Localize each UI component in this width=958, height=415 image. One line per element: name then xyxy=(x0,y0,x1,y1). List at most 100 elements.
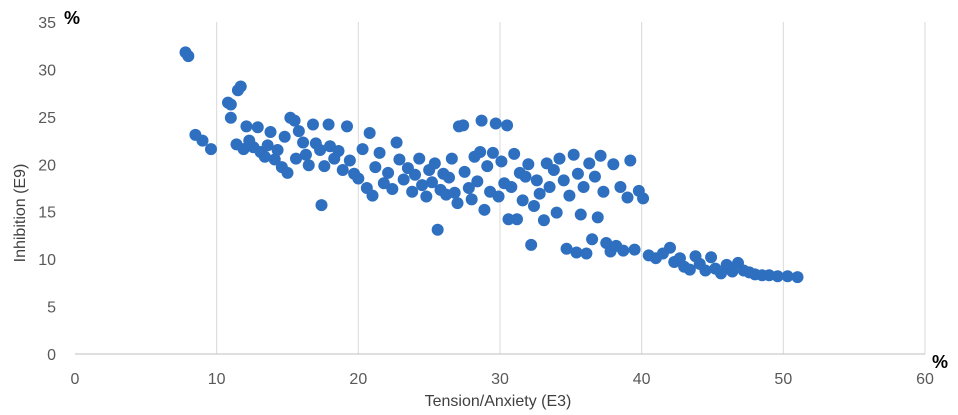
scatter-point xyxy=(307,118,319,131)
x-tick-labels: 0 10 20 30 40 50 60 xyxy=(71,371,934,388)
scatter-point xyxy=(457,119,470,132)
scatter-point xyxy=(791,271,804,284)
scatter-point xyxy=(533,187,546,200)
scatter-point xyxy=(234,80,247,93)
scatter-point xyxy=(557,174,570,187)
scatter-point xyxy=(462,182,475,194)
scatter-point xyxy=(571,167,584,180)
scatter-point xyxy=(182,50,195,63)
scatter-point xyxy=(577,181,590,194)
scatter-point xyxy=(543,181,556,194)
scatter-point xyxy=(451,197,464,210)
scatter-point xyxy=(302,159,315,172)
scatter-point xyxy=(501,119,514,132)
scatter-point xyxy=(281,166,294,179)
scatter-point xyxy=(508,147,521,160)
scatter-point xyxy=(563,189,576,202)
x-tick-label: 60 xyxy=(916,371,934,388)
scatter-point xyxy=(547,163,560,176)
y-axis-label: Inhibition (E9) xyxy=(12,164,29,263)
scatter-point xyxy=(522,158,535,171)
scatter-point xyxy=(486,146,499,159)
scatter-point xyxy=(292,125,305,138)
scatter-point xyxy=(341,120,353,133)
scatter-point xyxy=(224,98,237,111)
x-tick-label: 40 xyxy=(633,371,651,388)
scatter-point xyxy=(406,185,419,198)
scatter-point xyxy=(420,190,433,203)
scatter-point xyxy=(528,200,540,213)
scatter-point xyxy=(258,150,271,163)
scatter-point xyxy=(431,223,444,236)
scatter-point xyxy=(264,126,277,139)
scatter-point xyxy=(240,120,253,133)
scatter-point xyxy=(448,186,461,199)
scatter-point xyxy=(495,155,508,168)
scatter-point xyxy=(369,161,382,174)
scatter-point xyxy=(196,134,209,147)
scatter-point xyxy=(614,181,627,194)
y-tick-label: 10 xyxy=(38,252,56,269)
scatter-point xyxy=(377,177,390,190)
scatter-point xyxy=(413,152,426,165)
scatter-point xyxy=(343,154,356,167)
y-tick-label: 5 xyxy=(47,300,56,317)
scatter-point xyxy=(261,139,274,152)
x-tick-label: 50 xyxy=(774,371,792,388)
scatter-point xyxy=(574,208,587,221)
scatter-point xyxy=(297,136,310,149)
scatter-point xyxy=(553,152,566,165)
scatter-point xyxy=(664,241,676,254)
scatter-point xyxy=(580,247,593,260)
scatter-point xyxy=(268,153,281,166)
scatter-point xyxy=(567,148,580,161)
scatter-point xyxy=(318,160,331,173)
scatter-point xyxy=(336,163,349,176)
scatter-point xyxy=(530,174,543,187)
scatter-point xyxy=(251,121,264,134)
scatter-point xyxy=(726,265,739,278)
scatter-point xyxy=(224,111,237,124)
scatter-point xyxy=(492,190,505,203)
data-points xyxy=(179,46,804,284)
scatter-point xyxy=(465,193,478,206)
scatter-point xyxy=(352,172,365,185)
scatter-point xyxy=(386,182,399,195)
scatter-point xyxy=(637,192,650,205)
scatter-point xyxy=(481,160,494,173)
scatter-point xyxy=(771,270,784,283)
scatter-point xyxy=(628,243,641,256)
scatter-point xyxy=(393,153,406,166)
scatter-point xyxy=(683,263,696,276)
scatter-point xyxy=(315,199,328,212)
scatter-point xyxy=(537,214,550,227)
y-tick-label: 25 xyxy=(38,110,56,127)
scatter-point xyxy=(715,267,727,280)
scatter-point xyxy=(471,175,484,188)
scatter-point xyxy=(278,130,291,143)
scatter-point xyxy=(428,157,441,170)
scatter-point xyxy=(373,146,386,159)
scatter-point xyxy=(271,144,284,157)
scatter-point xyxy=(781,270,794,283)
x-tick-label: 20 xyxy=(349,371,367,388)
y-unit-label: % xyxy=(64,8,80,28)
x-tick-label: 30 xyxy=(491,371,509,388)
scatter-point xyxy=(474,145,487,158)
scatter-point xyxy=(205,143,217,156)
scatter-point xyxy=(570,246,583,259)
scatter-point xyxy=(366,189,379,202)
scatter-point xyxy=(617,244,630,257)
scatter-point xyxy=(505,181,518,194)
y-tick-label: 35 xyxy=(38,15,56,32)
scatter-point xyxy=(588,170,601,183)
scatter-point xyxy=(478,203,491,216)
scatter-point xyxy=(426,176,438,189)
scatter-point xyxy=(489,117,502,130)
x-tick-label: 10 xyxy=(208,371,226,388)
y-tick-label: 0 xyxy=(47,347,56,364)
scatter-point xyxy=(409,168,421,181)
scatter-point xyxy=(390,136,403,149)
scatter-point xyxy=(516,194,529,207)
scatter-point xyxy=(594,149,607,162)
